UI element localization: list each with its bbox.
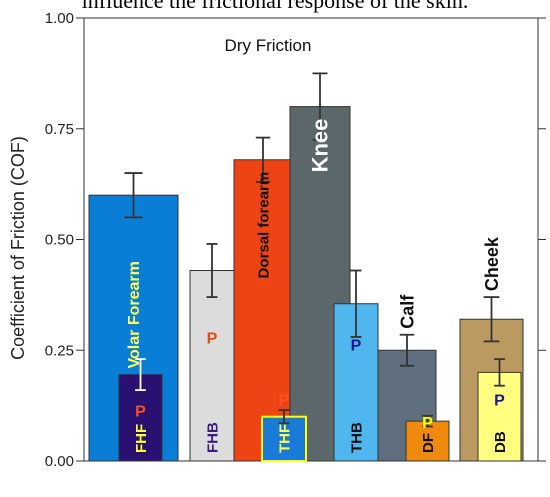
bar-label: Dorsal forearm: [255, 172, 272, 279]
y-tick-label: 0.25: [45, 342, 74, 359]
p-marker: P: [422, 415, 433, 432]
bar-label: Knee: [308, 119, 333, 173]
bar-group: [477, 358, 522, 462]
bar-group: [405, 414, 450, 462]
bar-group: [118, 358, 163, 462]
bar-group: [261, 409, 307, 463]
chart-title: Dry Friction: [225, 36, 312, 55]
y-tick-label: 0.00: [45, 453, 74, 470]
labels-layer: Volar Forearm FHF P Dorsal forearm FHB P Knee T…: [126, 119, 509, 453]
bar: [405, 420, 450, 462]
caption-fragment: influence the frictional response of the…: [81, 0, 469, 13]
bar-label: Volar Forearm: [126, 261, 143, 368]
bar: [477, 371, 522, 462]
y-axis-title: Coefficient of Friction (COF): [8, 136, 28, 360]
axes: 0.00 0.25 0.50 0.75 1.00: [45, 10, 546, 470]
y-tick-label: 0.75: [45, 121, 74, 138]
bar-label: DB: [492, 431, 509, 453]
y-tick-label: 1.00: [45, 10, 74, 27]
bar-label: THB: [348, 422, 365, 453]
bars-layer: [88, 72, 524, 463]
bar-label: Cheek: [482, 236, 502, 291]
bar-label: FHF: [133, 424, 150, 453]
p-marker: P: [494, 393, 505, 410]
bar-label: FHB: [204, 422, 221, 453]
p-marker: P: [351, 337, 362, 354]
bar: [189, 270, 235, 462]
bar-label: DF: [420, 433, 437, 453]
bar-group: [333, 269, 379, 462]
p-marker: P: [135, 404, 146, 421]
bar-label: Calf: [397, 294, 417, 329]
p-marker: P: [279, 393, 290, 410]
bar-label: THF: [276, 424, 293, 453]
y-tick-label: 0.50: [45, 232, 74, 249]
bar-group: [189, 243, 235, 462]
p-marker: P: [207, 331, 218, 348]
